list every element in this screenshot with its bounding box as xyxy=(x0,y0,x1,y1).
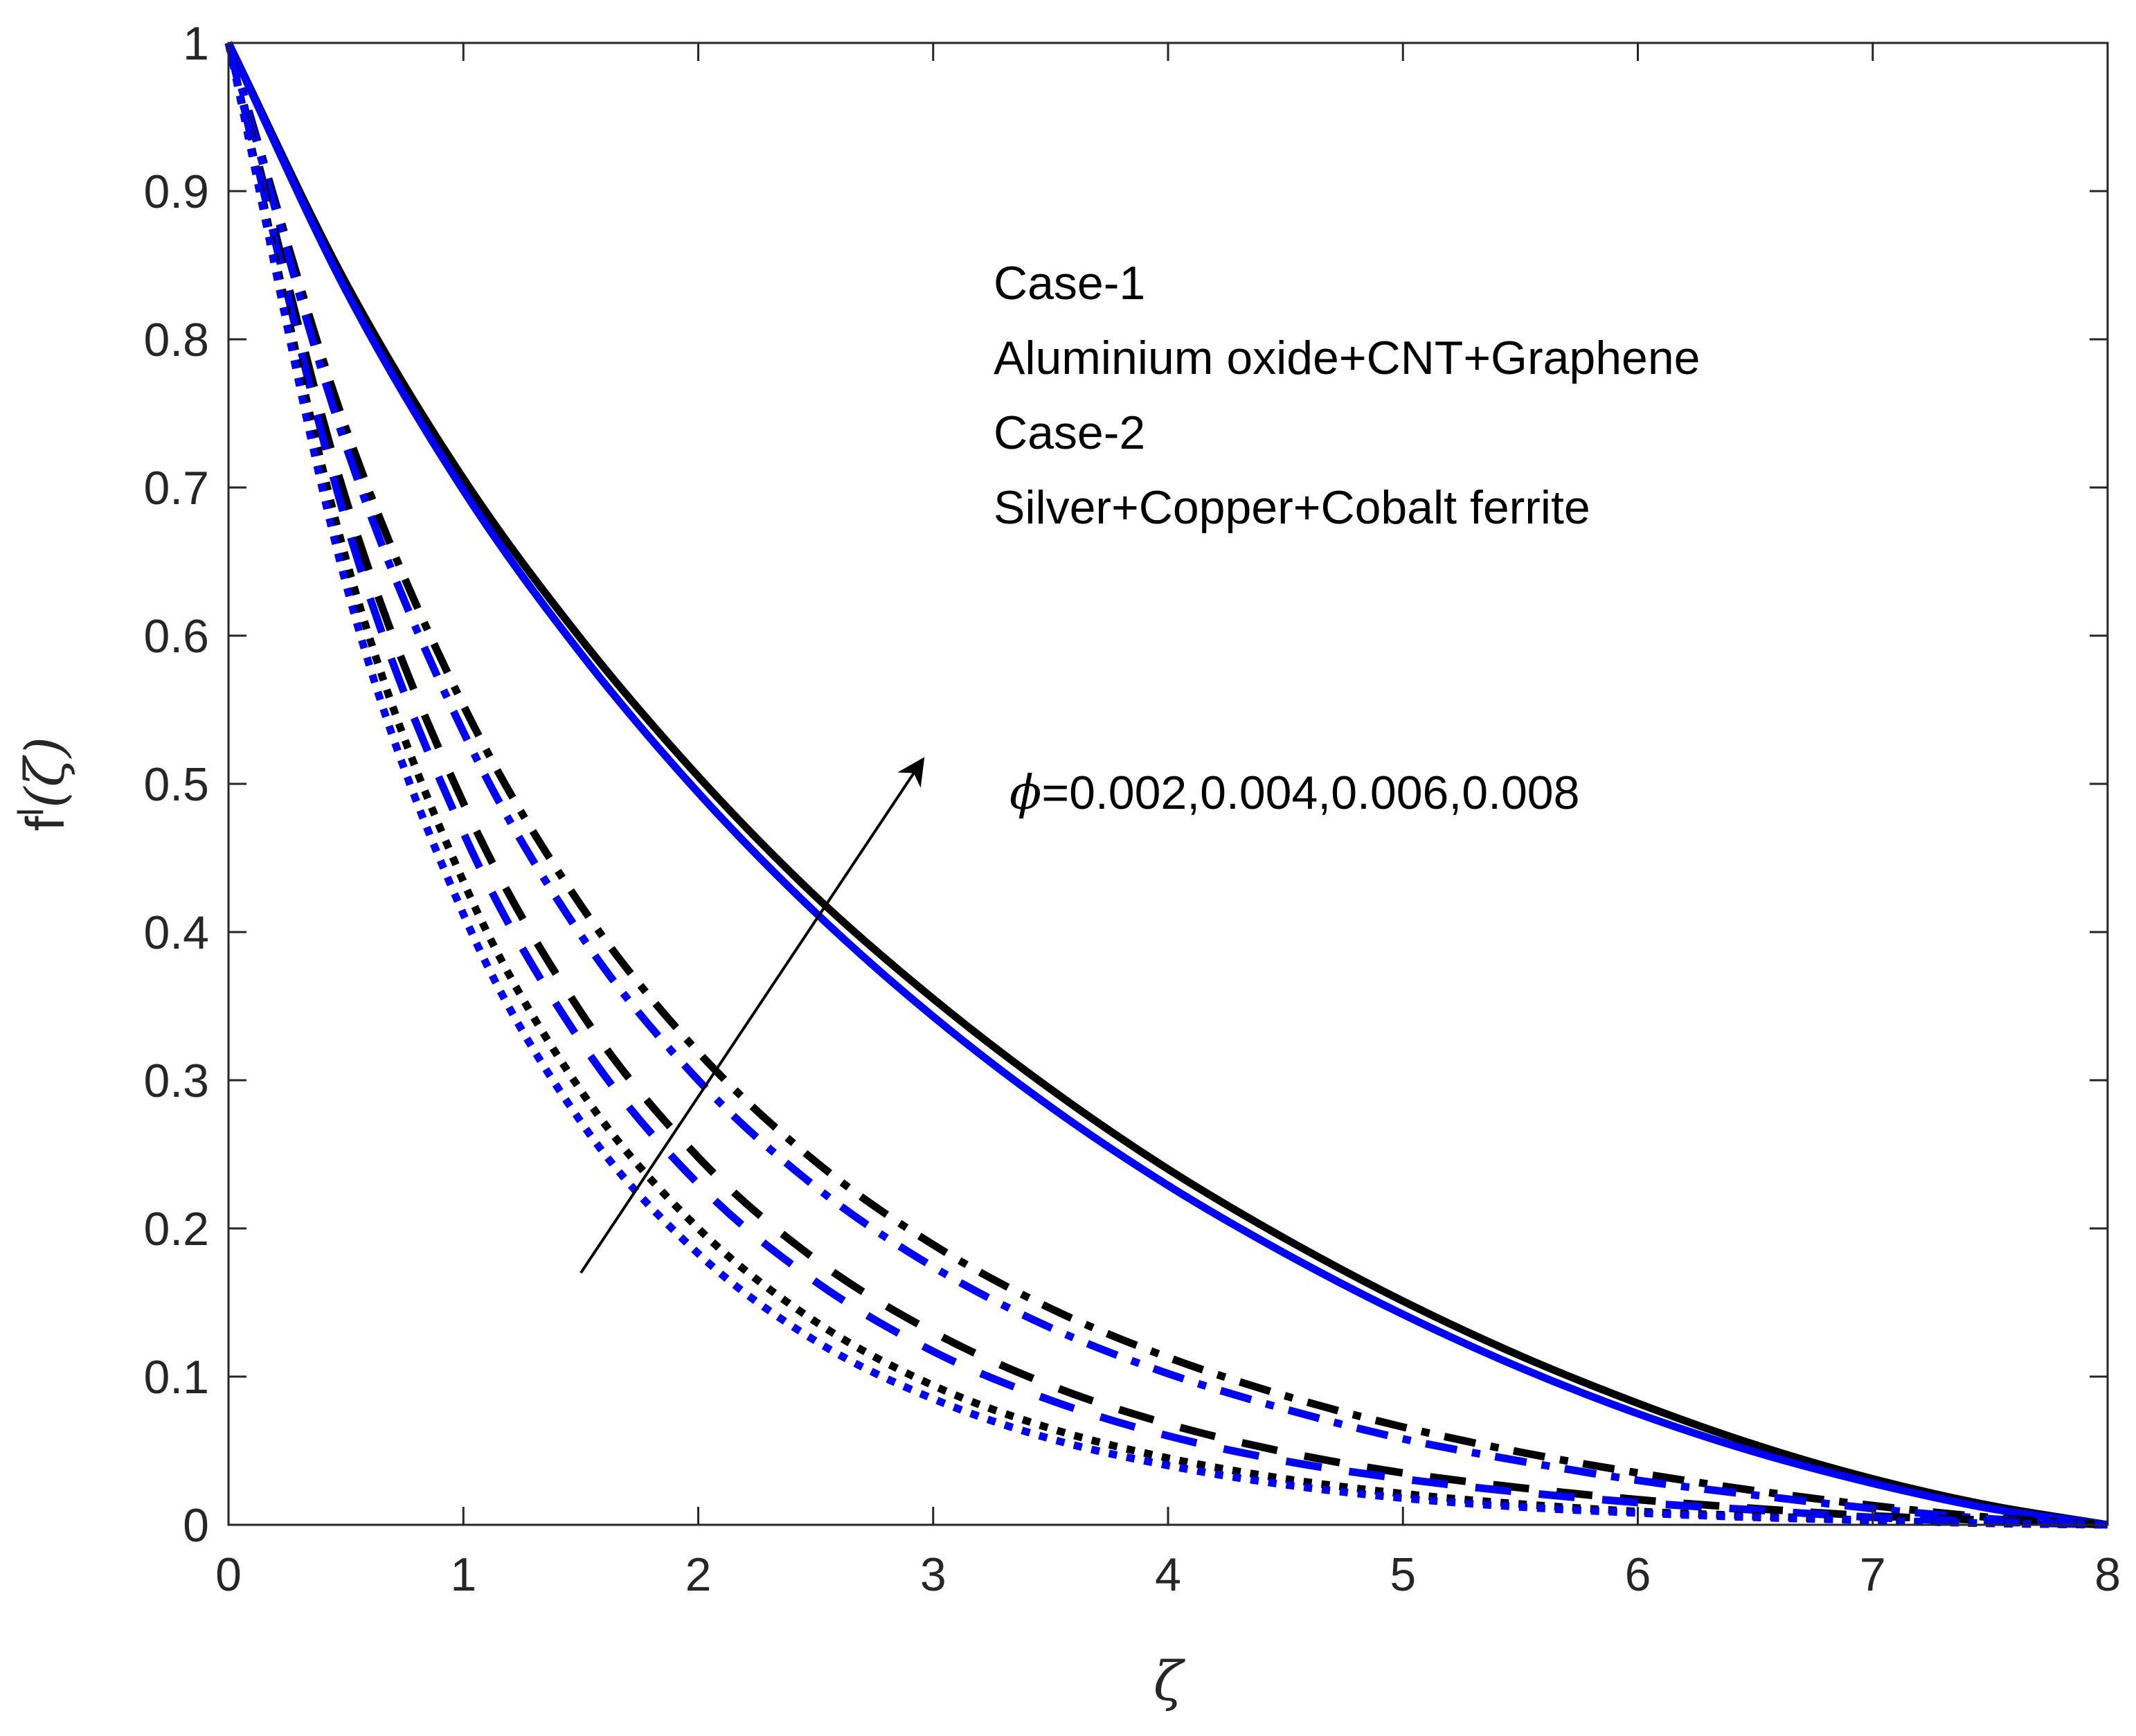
series-line-8 xyxy=(224,42,2108,1529)
y-tick-label: 1 xyxy=(183,17,209,70)
y-tick-label: 0.1 xyxy=(143,1351,209,1404)
x-axis-label: ζ xyxy=(1154,1651,1186,1713)
legend-line-3: Case-2 xyxy=(994,406,1145,459)
series-line-6 xyxy=(224,42,2108,1529)
legend-line-1: Case-1 xyxy=(994,257,1145,310)
trend-arrow xyxy=(580,757,925,1274)
x-tick-label: 1 xyxy=(450,1548,476,1601)
series-line-1 xyxy=(225,41,2108,1529)
y-axis-label: fl(ζ) xyxy=(11,737,77,831)
y-tick-label: 0.6 xyxy=(143,610,209,663)
plot-background xyxy=(228,43,2108,1525)
y-tick-label: 0.2 xyxy=(143,1203,209,1255)
plot-frame xyxy=(227,42,2109,1526)
x-tick-label: 4 xyxy=(1155,1548,1181,1601)
y-tick-label: 0.5 xyxy=(143,758,209,811)
y-axis-label-sup: l xyxy=(11,808,51,816)
y-axis-label-f: f xyxy=(15,816,75,831)
y-tick-label: 0.8 xyxy=(143,314,209,366)
x-tick-labels: 0 1 2 3 4 5 6 7 8 xyxy=(215,1548,2121,1601)
legend-line-2: Aluminium oxide+CNT+Graphene xyxy=(994,332,1700,384)
y-tick-labels: 0 0.1 0.2 0.3 0.4 0.5 0.6 0.7 0.8 0.9 1 xyxy=(143,17,209,1552)
x-tick-label: 2 xyxy=(685,1548,712,1601)
x-tick-label: 3 xyxy=(920,1548,946,1601)
x-tick-label: 5 xyxy=(1390,1548,1416,1601)
series-line-4 xyxy=(224,42,2108,1529)
series-line-2 xyxy=(225,41,2108,1529)
legend-line-4: Silver+Copper+Cobalt ferrite xyxy=(994,481,1590,534)
y-axis-label-arg: (ζ) xyxy=(15,737,77,808)
ticks-group xyxy=(227,42,2109,1526)
phi-symbol: ϕ xyxy=(1009,766,1041,821)
y-tick-label: 0.7 xyxy=(143,462,209,514)
x-tick-label: 7 xyxy=(1860,1548,1886,1601)
phi-values: =0.002,0.004,0.006,0.008 xyxy=(1041,767,1579,819)
y-tick-label: 0 xyxy=(183,1499,209,1552)
x-tick-label: 6 xyxy=(1625,1548,1651,1601)
y-tick-label: 0.9 xyxy=(143,165,209,218)
y-tick-label: 0.4 xyxy=(143,906,209,959)
series-group xyxy=(224,41,2108,1529)
y-tick-label: 0.3 xyxy=(143,1055,209,1107)
series-line-3 xyxy=(224,42,2108,1529)
x-tick-label: 8 xyxy=(2094,1548,2121,1601)
phi-annotation: ϕ=0.002,0.004,0.006,0.008 xyxy=(1009,766,1579,821)
x-tick-label: 0 xyxy=(215,1548,242,1601)
